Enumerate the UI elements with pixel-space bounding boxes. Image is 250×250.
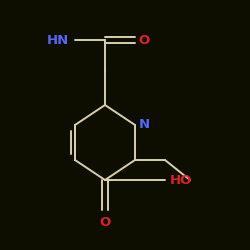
Text: N: N <box>139 118 150 132</box>
Text: O: O <box>139 34 150 46</box>
Text: HN: HN <box>46 34 69 46</box>
Text: O: O <box>100 216 110 229</box>
Text: HO: HO <box>170 174 192 186</box>
